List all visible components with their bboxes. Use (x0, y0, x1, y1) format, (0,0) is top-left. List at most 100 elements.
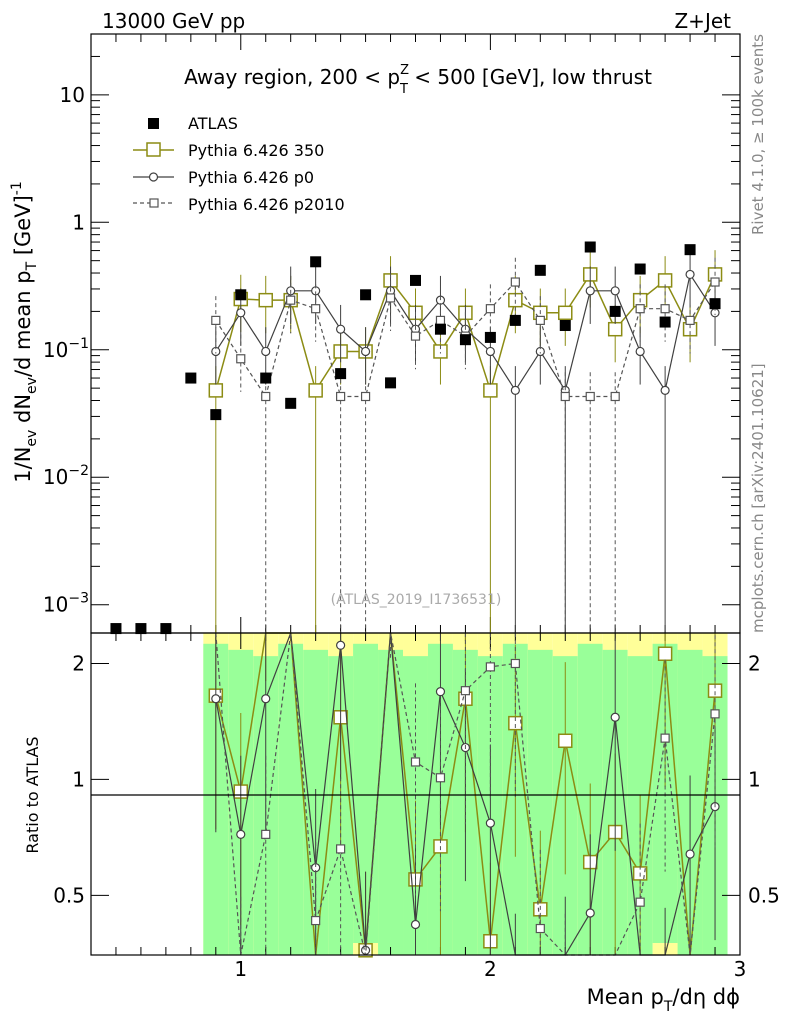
pythia-p0-point (610, 286, 620, 296)
pythia-p0-ratio-point (685, 849, 695, 859)
x-tick-label: 1 (234, 957, 247, 981)
pythia-350-ratio-point (707, 683, 723, 698)
pythia-p2010-point (435, 315, 446, 325)
atlas-data-point (609, 305, 621, 317)
atlas-data-point (360, 289, 372, 301)
atlas-data-point (160, 623, 172, 635)
atlas-data-point (634, 263, 646, 275)
legend-marker-atlas (148, 118, 159, 129)
pythia-p2010-ratio-point (410, 757, 421, 767)
pythia-p0-ratio-point (336, 640, 346, 650)
atlas-data-point (135, 623, 147, 635)
pythia-p0-point (485, 346, 495, 357)
legend-label-atlas: ATLAS (188, 114, 238, 133)
pythia-p0-ratio-point (211, 694, 221, 704)
pythia-p0-ratio-point (435, 687, 446, 697)
pythia-p2010-point (610, 391, 620, 402)
atlas-data-point (260, 372, 272, 384)
pythia-p2010-point (286, 295, 296, 305)
atlas-data-point (310, 256, 322, 268)
pythia-p0-point (585, 286, 595, 296)
pythia-350-point (607, 321, 623, 337)
pythia-p2010-point (585, 391, 595, 402)
legend-marker-p0 (148, 172, 159, 182)
atlas-data-point (335, 368, 347, 380)
atlas-data-point (709, 298, 721, 310)
pythia-350-point (433, 344, 448, 359)
x-tick-label: 3 (734, 957, 747, 981)
pythia-p0-ratio-point (236, 829, 246, 839)
y-tick-label: 10 (60, 83, 85, 107)
atlas-data-point (684, 244, 696, 256)
pythia-p2010-ratio-point (635, 897, 645, 907)
atlas-data-point (509, 314, 521, 326)
pythia-p2010-ratio-point (336, 844, 346, 854)
y-tick-label: 10−1 (43, 336, 89, 362)
pythia-p2010-point (685, 315, 695, 325)
pythia-p2010-point (710, 277, 720, 287)
y-tick-label: 10−2 (43, 463, 89, 489)
pythia-p2010-ratio-point (710, 709, 720, 719)
pythia-p2010-point (385, 293, 396, 303)
ratio-band-green (378, 649, 404, 955)
x-axis-label: Mean pT/dη dϕ (587, 985, 740, 1015)
legend-marker-p2010 (149, 198, 159, 208)
pythia-p2010-point (311, 304, 321, 314)
axis-ticks: 10 1 10−1 10−2 10−3 1 2 3 0.5 0.5 1 1 2 2 (43, 33, 780, 981)
x-tick-label: 2 (484, 957, 497, 981)
ratio-band-green (278, 643, 304, 955)
pythia-p0-ratio-point (610, 712, 620, 722)
pythia-p2010-point (236, 354, 246, 364)
pythia-p2010-point (360, 391, 371, 402)
pythia-p0-point (685, 269, 695, 280)
ratio-tick-label: 1 (72, 767, 85, 791)
pythia-p2010-point (535, 315, 545, 325)
pythia-p2010-ratio-point (460, 686, 471, 696)
ratio-axis-label: Ratio to ATLAS (23, 736, 42, 853)
y-tick-label: 10−3 (43, 591, 89, 617)
legend-marker-350 (146, 142, 161, 157)
header-left: 13000 GeV pp (102, 9, 245, 33)
pythia-350-point (483, 383, 498, 398)
y-tick-label: 1 (72, 210, 85, 234)
pythia-p0-point (236, 308, 246, 318)
pythia-p2010-point (261, 391, 271, 402)
atlas-data-point (410, 274, 421, 286)
chart-title: Away region, 200 < pZ T < 500 [GeV], low … (184, 63, 652, 97)
pythia-p2010-ratio-point (261, 829, 271, 839)
atlas-data-point (210, 409, 222, 421)
ratio-bands (203, 633, 728, 955)
pythia-p2010-point (336, 391, 346, 402)
pythia-p2010-point (635, 304, 645, 314)
pythia-p2010-ratio-point (435, 773, 446, 783)
rivet-version-text: Rivet 4.1.0, ≥ 100k events (749, 34, 767, 235)
pythia-p2010-point (560, 391, 570, 402)
mcplots-source-text: mcplots.cern.ch [arXiv:2401.10621] (749, 363, 767, 633)
ratio-frame (90, 632, 741, 956)
atlas-data-point (459, 334, 471, 346)
legend-label-p0: Pythia 6.426 p0 (188, 168, 314, 187)
pythia-p2010-point (660, 304, 670, 314)
pythia-p2010-ratio-point (660, 733, 670, 743)
pythia-p2010-point (211, 315, 221, 325)
pythia-p2010-ratio-point (510, 658, 520, 669)
pythia-p0-ratio-point (585, 908, 595, 918)
pythia-p0-point (261, 346, 271, 357)
pythia-p0-ratio-point (261, 694, 271, 704)
atlas-data-point (559, 320, 571, 332)
series-marks (110, 241, 723, 958)
pythia-p2010-ratio-point (311, 915, 321, 926)
header-right: Z+Jet (674, 9, 731, 33)
pythia-350-ratio-point (508, 715, 523, 731)
pythia-p2010-point (510, 277, 520, 287)
analysis-watermark: (ATLAS_2019_I1736531) (331, 592, 502, 608)
atlas-data-point (659, 316, 671, 328)
ratio-tick-label: 0.5 (53, 883, 85, 907)
atlas-data-point (584, 241, 596, 253)
pythia-p0-ratio-point (410, 919, 421, 930)
atlas-data-point (185, 372, 197, 384)
legend: ATLAS Pythia 6.426 350 Pythia 6.426 p0 P… (133, 114, 345, 214)
ratio-tick-label-right: 0.5 (748, 883, 780, 907)
atlas-data-point (534, 264, 546, 276)
